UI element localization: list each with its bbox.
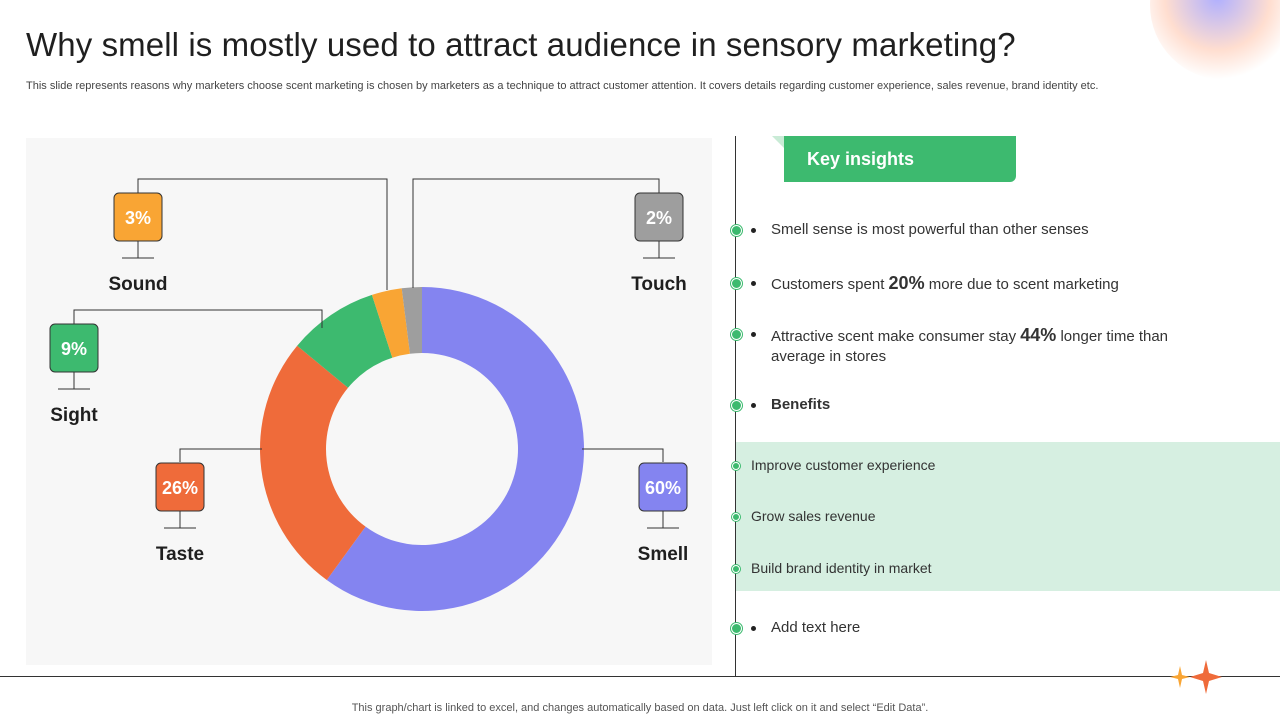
- timeline-node: [731, 225, 742, 236]
- category-label-touch: Touch: [631, 274, 687, 295]
- key-insights-heading: Key insights: [807, 149, 915, 169]
- insight-item: Customers spent 20% more due to scent ma…: [771, 273, 1119, 293]
- data-label-sight: 9%: [61, 339, 87, 359]
- callout-taste: 26% Taste: [155, 462, 205, 565]
- callout-sight: 9% Sight: [49, 323, 99, 426]
- data-label-sound: 3%: [125, 208, 151, 228]
- connector-sight: [73, 309, 323, 328]
- category-label-taste: Taste: [156, 544, 204, 565]
- tab-notch: [772, 136, 784, 148]
- data-label-touch: 2%: [646, 208, 672, 228]
- category-label-sight: Sight: [50, 405, 98, 426]
- benefits-label: Benefits: [771, 396, 831, 413]
- donut-chart[interactable]: 60% Smell 26% Taste 9% Sight 3% Sound 2% Touch: [26, 138, 712, 665]
- data-label-taste: 26%: [162, 478, 198, 498]
- timeline-node: [731, 400, 742, 411]
- timeline-node: [731, 278, 742, 289]
- donut-slice-touch[interactable]: [401, 287, 422, 354]
- timeline-node: [731, 623, 742, 634]
- insight-item: Attractive scent make consumer stay 44% …: [771, 325, 1169, 365]
- page-title: Why smell is mostly used to attract audi…: [26, 26, 1016, 63]
- callout-sound: 3% Sound: [108, 192, 168, 295]
- connector-touch: [412, 178, 660, 288]
- insight-highlight: 20%: [888, 273, 925, 293]
- connector-smell: [582, 448, 664, 462]
- donut-slice-taste[interactable]: [260, 345, 366, 581]
- connector-taste: [179, 448, 262, 462]
- insight-item: Smell sense is most powerful than other …: [771, 221, 1089, 238]
- benefit-node: [732, 462, 740, 470]
- benefit-node: [732, 565, 740, 573]
- category-label-sound: Sound: [108, 274, 167, 295]
- footer-divider: [0, 676, 1280, 677]
- callout-touch: 2% Touch: [631, 192, 687, 295]
- add-text-placeholder[interactable]: Add text here: [771, 619, 861, 636]
- bullet-dot: [751, 626, 756, 631]
- benefit-item: Grow sales revenue: [751, 508, 876, 524]
- insight-highlight: 44%: [1020, 325, 1057, 345]
- benefit-item: Improve customer experience: [751, 457, 936, 473]
- data-label-smell: 60%: [645, 478, 681, 498]
- category-label-smell: Smell: [638, 544, 689, 565]
- bullet-dot: [751, 403, 756, 408]
- donut-slice-sound[interactable]: [371, 288, 410, 358]
- callout-smell: 60% Smell: [638, 462, 689, 565]
- bullet-dot: [751, 281, 756, 286]
- page-subtitle: This slide represents reasons why market…: [26, 80, 1099, 92]
- timeline-node: [731, 329, 742, 340]
- key-insights-tab: Key insights: [784, 136, 1016, 182]
- connector-sound: [137, 178, 388, 290]
- donut-chart-panel[interactable]: 60% Smell 26% Taste 9% Sight 3% Sound 2% Touch: [26, 138, 712, 665]
- benefit-node: [732, 513, 740, 521]
- bullet-dot: [751, 228, 756, 233]
- decorative-glow: [1150, 0, 1280, 80]
- benefits-band: [736, 442, 1280, 591]
- sparkle-icon: [1170, 660, 1222, 694]
- donut-slice-sight[interactable]: [297, 294, 393, 388]
- donut-slice-smell[interactable]: [326, 287, 584, 611]
- bullet-dot: [751, 332, 756, 337]
- footnote: This graph/chart is linked to excel, and…: [351, 702, 929, 714]
- benefit-item: Build brand identity in market: [751, 560, 932, 576]
